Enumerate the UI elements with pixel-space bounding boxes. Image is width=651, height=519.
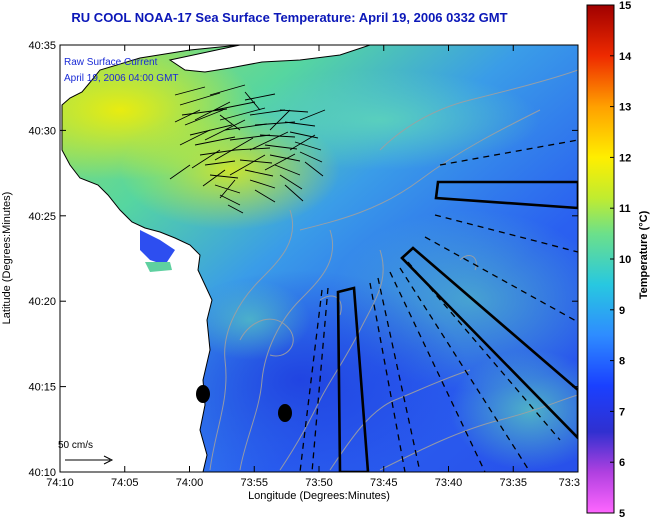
overlay-line-2: April 19, 2006 04:00 GMT <box>64 73 179 84</box>
colorbar <box>586 4 615 514</box>
x-axis-ticks: 74:10 74:05 74:00 73:55 73:50 73:45 73:40 73:35… <box>46 45 580 489</box>
x-tick-label: 73:55 <box>240 477 268 489</box>
colorbar-tick-label: 8 <box>619 356 625 368</box>
colorbar-tick-label: 11 <box>619 203 631 215</box>
scale-label: 50 cm/s <box>58 440 93 451</box>
x-tick-label: 74:05 <box>111 477 139 489</box>
colorbar-ticks: 15 14 13 12 11 10 9 8 7 6 5 <box>610 0 632 519</box>
x-tick-label: 74:10 <box>46 477 74 489</box>
y-tick-label: 40:10 <box>28 467 56 479</box>
surface-current-vectors <box>169 84 326 214</box>
colorbar-tick-label: 6 <box>619 457 625 469</box>
mooring-marker-1 <box>196 385 210 403</box>
colorbar-tick-label: 12 <box>619 152 631 164</box>
map-title: RU COOL NOAA-17 Sea Surface Temperature:… <box>71 10 508 25</box>
y-axis-ticks: 40:35 40:30 40:25 40:20 40:15 40:10 <box>28 40 578 479</box>
y-tick-label: 40:30 <box>28 125 56 137</box>
x-tick-label: 73:45 <box>370 477 398 489</box>
colorbar-tick-label: 10 <box>619 254 631 266</box>
mooring-marker-2 <box>278 404 292 422</box>
colorbar-tick-label: 5 <box>619 508 625 519</box>
x-tick-label: 74:00 <box>176 477 204 489</box>
x-tick-label: 73:40 <box>435 477 463 489</box>
colorbar-tick-label: 7 <box>619 406 625 418</box>
colorbar-tick-label: 13 <box>619 102 631 114</box>
colorbar-tick-label: 9 <box>619 305 625 317</box>
y-tick-label: 40:15 <box>28 382 56 394</box>
x-tick-label: 73:3 <box>559 477 580 489</box>
y-tick-label: 40:20 <box>28 296 56 308</box>
overlay-line-1: Raw Surface Current <box>64 57 158 68</box>
northern-shore <box>168 45 371 73</box>
y-tick-label: 40:25 <box>28 211 56 223</box>
x-axis-label: Longitude (Degrees:Minutes) <box>248 490 390 502</box>
colorbar-tick-label: 15 <box>619 0 631 12</box>
transect-boxes <box>336 180 578 472</box>
y-axis-label: Latitude (Degrees:Minutes) <box>1 192 13 325</box>
dashed-transects <box>299 139 578 472</box>
isobath-contours <box>209 69 578 471</box>
x-tick-label: 73:35 <box>499 477 527 489</box>
scale-arrow <box>65 455 114 465</box>
sandy-hook <box>140 230 175 265</box>
y-tick-label: 40:35 <box>28 40 56 52</box>
x-tick-label: 73:50 <box>305 477 333 489</box>
plot-area <box>60 45 578 472</box>
colorbar-tick-label: 14 <box>619 51 632 63</box>
colorbar-label: Temperature (°C) <box>638 210 650 299</box>
